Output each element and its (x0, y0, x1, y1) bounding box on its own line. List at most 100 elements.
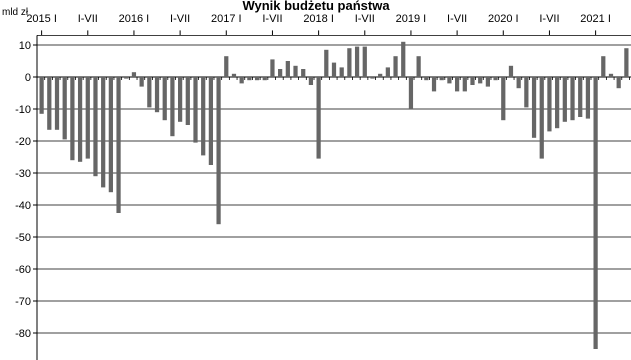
bar-2019-01 (408, 77, 414, 109)
bar-2015-03 (54, 77, 60, 130)
bar-2017-12 (308, 77, 314, 85)
bar-2018-11 (393, 56, 398, 77)
bar-2017-11 (301, 69, 306, 77)
bar-2017-01 (224, 56, 229, 77)
x-tick-label: 2021 I (580, 13, 611, 25)
x-tick-label: 2016 I (119, 13, 150, 25)
bar-2019-11 (485, 77, 490, 87)
y-tick-label: -80 (15, 328, 31, 340)
bar-2018-01 (316, 77, 321, 159)
bar-2018-12 (401, 41, 406, 77)
bar-2015-02 (47, 77, 52, 130)
bar-2018-05 (347, 48, 352, 77)
bar-2018-03 (331, 62, 337, 77)
bar-2019-12 (493, 77, 498, 81)
x-tick-label: I-VII (170, 13, 190, 25)
bar-2017-09 (285, 61, 290, 77)
y-tick-label: -40 (15, 200, 31, 212)
bar-2020-12 (585, 77, 591, 119)
bar-2021-03 (608, 73, 614, 77)
x-axis-labels: 2015 I I-VII 2016 I I-VII 2017 I I-VII 2018 I I… (26, 13, 631, 36)
bar-2016-02 (139, 77, 144, 87)
x-tick-label: 2018 I (303, 13, 334, 25)
bar-2017-03 (239, 77, 244, 84)
bar-2019-04 (431, 77, 437, 92)
bar-2017-07 (270, 59, 275, 77)
bar-2020-08 (555, 77, 560, 129)
bar-2017-02 (231, 73, 237, 77)
bar-2015-12 (124, 77, 129, 79)
x-tick-label: 2015 I (26, 13, 57, 25)
bar-2016-06 (170, 77, 175, 137)
bar-2020-09 (562, 77, 567, 122)
unit-label: mld zł (2, 7, 29, 18)
bar-2020-06 (539, 77, 544, 159)
bar-2019-07 (454, 77, 460, 92)
bar-2019-05 (439, 77, 444, 81)
bar-2017-05 (254, 77, 260, 81)
bar-2018-04 (339, 67, 344, 77)
bar-2016-01 (131, 72, 137, 77)
bar-2021-04 (616, 77, 621, 89)
x-tick-label: I-VII (78, 13, 98, 25)
bar-2018-09 (378, 73, 383, 77)
bar-2015-05 (70, 77, 75, 161)
bar-2019-10 (478, 77, 483, 84)
x-tick-label: I-VII (262, 13, 282, 25)
bar-2017-06 (262, 77, 267, 81)
bar-2017-10 (293, 65, 298, 77)
bar-2016-12 (216, 77, 221, 225)
y-tick-label: 0 (25, 72, 31, 84)
bar-2019-06 (447, 77, 452, 84)
x-tick-label: 2020 I (488, 13, 519, 25)
chart-title: Wynik budżetu państwa (242, 0, 390, 13)
bar-2021-05 (624, 48, 629, 77)
bar-2018-10 (385, 67, 390, 77)
x-tick-label: 2017 I (211, 13, 242, 25)
bar-2020-01 (501, 77, 506, 121)
bar-2015-09 (101, 77, 106, 188)
bar-2017-08 (278, 69, 283, 77)
bar-2020-10 (570, 77, 575, 121)
y-tick-label: -70 (15, 296, 31, 308)
bar-2016-08 (185, 77, 190, 125)
bar-2015-06 (77, 77, 83, 162)
bar-2016-10 (201, 77, 206, 156)
bar-2019-08 (462, 77, 467, 92)
y-tick-label: -20 (15, 136, 31, 148)
bar-2016-04 (154, 77, 160, 113)
bar-2018-07 (362, 46, 367, 77)
bar-2018-02 (324, 49, 329, 77)
bar-2020-02 (508, 65, 514, 77)
y-tick-label: -10 (15, 104, 31, 116)
y-axis-labels: 100-10-20-30-40-50-60-70-80-90 (15, 40, 31, 340)
bars (39, 41, 629, 349)
bar-2015-01 (39, 77, 44, 114)
x-tick-label: I-VII (355, 13, 375, 25)
x-tick-label: I-VII (539, 13, 559, 25)
bar-2016-09 (193, 77, 198, 143)
bar-2019-02 (416, 56, 421, 77)
bar-2016-03 (147, 77, 152, 108)
x-tick-label: 2019 I (396, 13, 427, 25)
bar-2021-02 (601, 56, 606, 77)
bar-2017-04 (247, 77, 252, 81)
x-tick-label: I-VII (447, 13, 467, 25)
bar-2020-11 (578, 77, 583, 117)
bar-2018-08 (370, 77, 375, 79)
bar-2015-04 (62, 77, 67, 140)
bar-2015-08 (93, 77, 98, 177)
bar-2019-09 (470, 77, 475, 85)
y-tick-label: -60 (15, 264, 31, 276)
bar-2020-03 (516, 77, 521, 89)
y-tick-label: -50 (15, 232, 31, 244)
bar-2020-04 (524, 77, 529, 108)
bar-2020-05 (531, 77, 537, 138)
bar-2015-07 (85, 77, 90, 159)
bar-2015-11 (116, 77, 121, 213)
bar-2020-07 (547, 77, 552, 132)
bar-2015-10 (108, 77, 113, 193)
bar-2018-06 (354, 46, 360, 77)
bar-2021-01 (593, 77, 598, 349)
